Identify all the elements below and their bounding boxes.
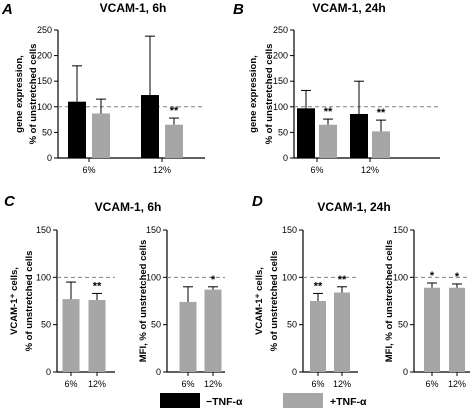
bar-pos xyxy=(449,287,465,372)
x-tick-label: 12% xyxy=(448,379,466,389)
x-tick-label: 6% xyxy=(181,379,194,389)
significance-label: * xyxy=(430,270,435,282)
bar-pos xyxy=(204,289,222,372)
y-tick-label: 0 xyxy=(156,367,161,377)
bar-neg xyxy=(68,101,86,158)
y-axis-label: % of unstretched cells xyxy=(269,251,280,352)
significance-label: ** xyxy=(93,280,102,292)
y-tick-label: 100 xyxy=(393,272,408,282)
y-axis-label: VCAM-1⁺ cells, xyxy=(254,267,265,335)
y-tick-label: 150 xyxy=(146,225,161,235)
y-tick-label: 50 xyxy=(151,320,161,330)
panel-3: C VCAM-1, 6h VCAM-1⁺ cells, % of unstretche… xyxy=(4,193,161,389)
y-tick-label: 150 xyxy=(273,76,288,86)
panel-2: B VCAM-1, 24h gene expression, % of unstret… xyxy=(233,1,440,175)
x-tick-label: 12% xyxy=(88,379,106,389)
y-tick-label: 100 xyxy=(37,102,52,112)
panel-label: A xyxy=(1,1,13,18)
y-axis-label: % of unstretched cells xyxy=(264,44,275,145)
y-tick-label: 150 xyxy=(36,225,51,235)
legend-swatch-pos xyxy=(283,393,323,408)
y-tick-label: 50 xyxy=(398,320,408,330)
y-tick-label: 250 xyxy=(273,25,288,35)
y-tick-label: 50 xyxy=(41,320,51,330)
bar-pos xyxy=(62,299,80,372)
x-tick-label: 6% xyxy=(64,379,77,389)
y-axis-label: VCAM-1⁺ cells, xyxy=(9,267,20,335)
x-tick-label: 6% xyxy=(310,165,323,175)
panel-title: VCAM-1, 6h xyxy=(95,200,162,214)
y-tick-label: 100 xyxy=(273,102,288,112)
panel-label: C xyxy=(4,193,16,210)
significance-label: ** xyxy=(324,106,333,118)
y-tick-label: 150 xyxy=(393,225,408,235)
y-tick-label: 0 xyxy=(403,367,408,377)
x-tick-label: 6% xyxy=(311,379,324,389)
legend-label-pos: +TNF-α xyxy=(330,396,367,408)
significance-label: ** xyxy=(338,274,347,286)
bar-pos xyxy=(319,124,337,158)
panel-5: D VCAM-1, 24h VCAM-1⁺ cells, % of unstretch… xyxy=(252,193,391,389)
significance-label: ** xyxy=(170,105,179,117)
significance-label: ** xyxy=(314,280,323,292)
significance-label: * xyxy=(211,274,216,286)
bar-neg xyxy=(297,108,315,158)
panel-4: MFI, % of unstretched cells 0 50 100 150 6% 12… xyxy=(138,225,225,389)
y-axis-label: gene expression, xyxy=(14,55,25,133)
y-tick-label: 0 xyxy=(283,153,288,163)
bar-pos xyxy=(372,131,390,158)
bar-neg xyxy=(350,113,368,158)
bar-neg xyxy=(141,95,159,158)
y-tick-label: 50 xyxy=(278,127,288,137)
x-tick-label: 6% xyxy=(82,165,95,175)
bar-pos xyxy=(165,124,183,158)
panel-title: VCAM-1, 6h xyxy=(100,1,167,15)
x-tick-label: 12% xyxy=(333,379,351,389)
bar-pos xyxy=(334,292,350,372)
legend-label-neg: −TNF-α xyxy=(206,396,243,408)
bar-pos xyxy=(179,301,197,372)
y-axis-label: % of unstretched cells xyxy=(24,251,35,352)
bar-pos xyxy=(92,113,110,158)
bar-pos xyxy=(88,300,106,372)
legend-swatch-neg xyxy=(160,393,200,408)
y-tick-label: 150 xyxy=(37,76,52,86)
x-tick-label: 12% xyxy=(361,165,379,175)
x-tick-label: 12% xyxy=(153,165,171,175)
panel-title: VCAM-1, 24h xyxy=(312,1,385,15)
significance-label: ** xyxy=(377,107,386,119)
y-tick-label: 0 xyxy=(292,367,297,377)
y-tick-label: 100 xyxy=(36,272,51,282)
x-tick-label: 12% xyxy=(204,379,222,389)
bar-pos xyxy=(310,301,326,372)
panel-label: D xyxy=(252,193,263,210)
panel-1: A VCAM-1, 6h gene expression,% of unstretc… xyxy=(1,1,205,175)
y-tick-label: 250 xyxy=(37,25,52,35)
y-tick-label: 0 xyxy=(46,367,51,377)
x-tick-label: 6% xyxy=(425,379,438,389)
panel-label: B xyxy=(233,1,244,18)
y-tick-label: 50 xyxy=(287,320,297,330)
y-tick-label: 150 xyxy=(282,225,297,235)
panel-title: VCAM-1, 24h xyxy=(317,200,390,214)
y-tick-label: 200 xyxy=(37,51,52,61)
y-tick-label: 200 xyxy=(273,51,288,61)
panel-6: MFI, % of unstretched cells 0 50 100 150 6% * 1… xyxy=(384,225,470,389)
y-tick-label: 50 xyxy=(42,127,52,137)
y-axis-label: gene expression, xyxy=(248,55,259,133)
bar-pos xyxy=(424,287,440,372)
significance-label: * xyxy=(455,271,460,283)
legend: −TNF-α +TNF-α xyxy=(160,393,367,408)
y-tick-label: 0 xyxy=(47,153,52,163)
y-axis-label: MFI, % of unstretched cells xyxy=(138,240,149,362)
y-tick-label: 100 xyxy=(146,272,161,282)
y-axis-label: % of unstretched cells xyxy=(28,44,39,145)
y-axis-label: MFI, % of unstretched cells xyxy=(384,240,395,362)
y-tick-label: 100 xyxy=(282,272,297,282)
